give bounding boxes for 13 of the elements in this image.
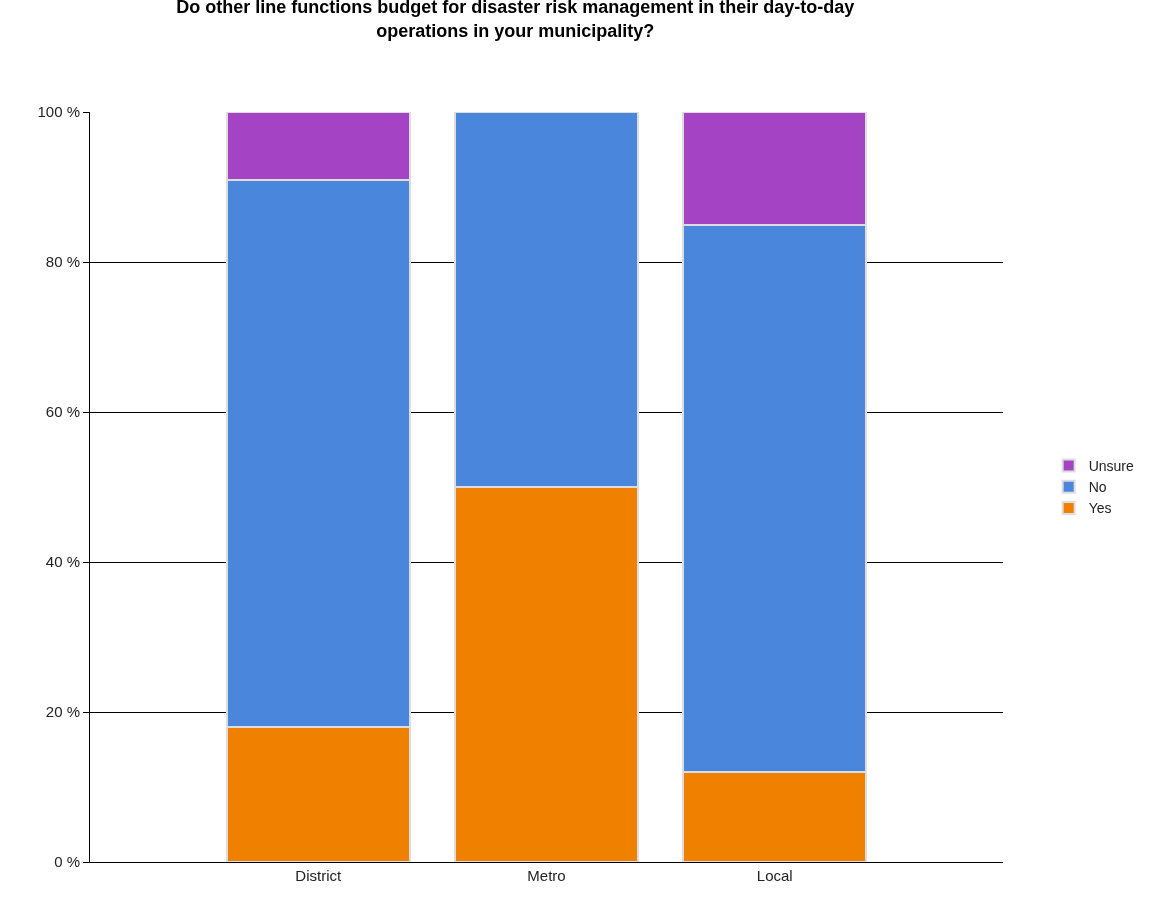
y-tick-label: 80 % <box>45 253 80 271</box>
legend-label: Unsure <box>1088 458 1134 475</box>
y-tick-label: 100 % <box>37 103 80 121</box>
chart-title: Do other line functions budget for disaster risk management in their day-to-day operations in your municipality? <box>176 0 855 41</box>
x-tick-label: Metro <box>527 867 566 884</box>
legend-label: No <box>1088 479 1107 496</box>
x-tick-label: District <box>295 867 342 884</box>
x-tick-label: Local <box>756 867 793 884</box>
y-tick-label: 60 % <box>45 403 80 421</box>
y-tick-label: 20 % <box>45 703 80 721</box>
y-tick-label: 40 % <box>45 553 80 571</box>
legend-label: Yes <box>1088 500 1112 517</box>
y-tick-label: 0 % <box>54 853 80 871</box>
